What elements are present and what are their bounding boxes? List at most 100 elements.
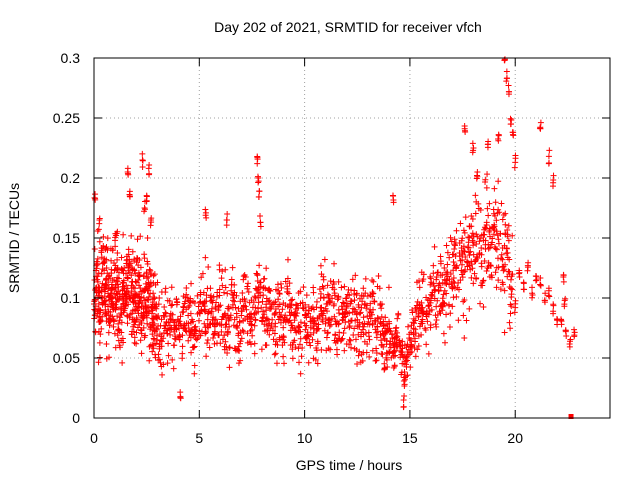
- data-point: [239, 289, 246, 296]
- data-point: [125, 289, 132, 296]
- data-point: [505, 237, 512, 244]
- data-point: [502, 261, 509, 268]
- data-point: [498, 200, 505, 207]
- data-point: [550, 176, 557, 183]
- data-point: [108, 257, 115, 264]
- data-point: [152, 354, 159, 361]
- data-point: [560, 271, 567, 278]
- data-point: [260, 292, 267, 299]
- data-point: [433, 276, 440, 283]
- data-point: [190, 332, 197, 339]
- data-point: [266, 305, 273, 312]
- data-point: [437, 253, 444, 260]
- data-point: [215, 332, 222, 339]
- data-point: [324, 329, 331, 336]
- data-point: [412, 326, 419, 333]
- data-point: [182, 325, 189, 332]
- data-point: [478, 244, 485, 251]
- data-point: [255, 299, 262, 306]
- data-point: [512, 155, 519, 162]
- data-point: [455, 317, 462, 324]
- data-point: [173, 296, 180, 303]
- data-point: [175, 334, 182, 341]
- data-point: [364, 341, 371, 348]
- data-point: [463, 317, 470, 324]
- data-point: [248, 341, 255, 348]
- data-point: [284, 256, 291, 263]
- data-point: [111, 318, 118, 325]
- data-point: [293, 302, 300, 309]
- data-point: [244, 339, 251, 346]
- data-point: [232, 304, 239, 311]
- data-point: [99, 313, 106, 320]
- y-tick-label: 0.05: [53, 350, 80, 366]
- data-point: [363, 305, 370, 312]
- data-point: [120, 277, 127, 284]
- data-point: [366, 353, 373, 360]
- data-point: [456, 253, 463, 260]
- data-point: [387, 328, 394, 335]
- data-point: [116, 342, 123, 349]
- data-point: [363, 349, 370, 356]
- data-point: [460, 227, 467, 234]
- data-point: [537, 282, 544, 289]
- data-point: [180, 303, 187, 310]
- data-point: [313, 304, 320, 311]
- data-point: [160, 335, 167, 342]
- data-point: [261, 311, 268, 318]
- data-point: [190, 344, 197, 351]
- data-point: [287, 342, 294, 349]
- data-point: [165, 352, 172, 359]
- data-point: [118, 254, 125, 261]
- data-point: [150, 335, 157, 342]
- data-point: [131, 290, 138, 297]
- data-point: [401, 374, 408, 381]
- data-point: [259, 298, 266, 305]
- data-point: [310, 289, 317, 296]
- data-point: [155, 351, 162, 358]
- data-point: [158, 363, 165, 370]
- data-point: [427, 281, 434, 288]
- data-point: [405, 346, 412, 353]
- data-point: [371, 317, 378, 324]
- data-point: [373, 334, 380, 341]
- data-point: [169, 356, 176, 363]
- data-point: [285, 318, 292, 325]
- data-point: [447, 234, 454, 241]
- data-point: [459, 256, 466, 263]
- data-point: [504, 75, 511, 82]
- data-point: [288, 322, 295, 329]
- data-point: [400, 403, 407, 410]
- data-point: [470, 242, 477, 249]
- data-point: [101, 298, 108, 305]
- data-point: [162, 309, 169, 316]
- data-point: [488, 274, 495, 281]
- data-point: [180, 308, 187, 315]
- data-point: [471, 270, 478, 277]
- data-point: [134, 236, 141, 243]
- data-point: [296, 324, 303, 331]
- data-point: [395, 310, 402, 317]
- data-point: [306, 339, 313, 346]
- data-point: [423, 341, 430, 348]
- data-point: [505, 268, 512, 275]
- data-point: [520, 280, 527, 287]
- data-point: [468, 261, 475, 268]
- data-point: [146, 283, 153, 290]
- end-marker-point: [568, 414, 574, 419]
- data-point: [480, 277, 487, 284]
- chart-title: Day 202 of 2021, SRMTID for receiver vfc…: [214, 19, 482, 35]
- data-point: [146, 162, 153, 169]
- data-point: [139, 157, 146, 164]
- data-point: [457, 277, 464, 284]
- data-point: [203, 292, 210, 299]
- data-point: [447, 310, 454, 317]
- data-point: [226, 344, 233, 351]
- data-point: [469, 216, 476, 223]
- data-point: [343, 302, 350, 309]
- data-point: [237, 357, 244, 364]
- data-point: [369, 347, 376, 354]
- data-point: [516, 267, 523, 274]
- data-point: [272, 320, 279, 327]
- data-point: [346, 292, 353, 299]
